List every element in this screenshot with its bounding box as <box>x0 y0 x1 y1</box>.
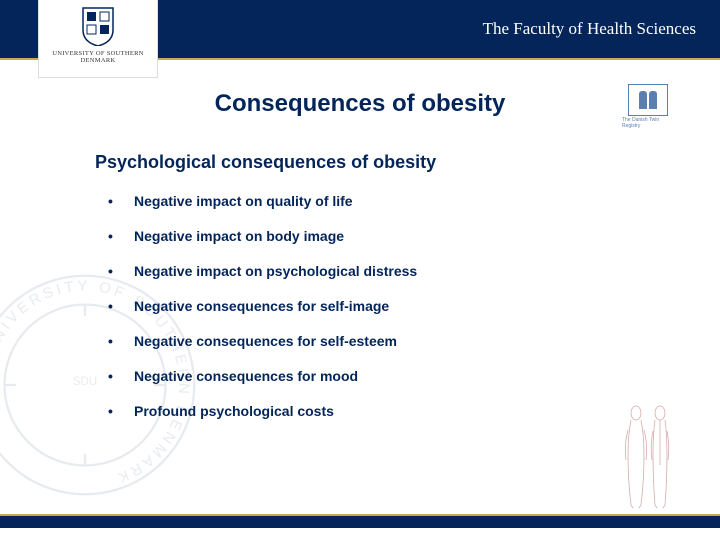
registry-label: The Danish Twin Registry <box>622 117 674 129</box>
list-item: Negative consequences for self-esteem <box>108 333 720 349</box>
svg-text:SDU: SDU <box>73 376 97 388</box>
faculty-name: The Faculty of Health Sciences <box>483 19 696 39</box>
registry-badge: The Danish Twin Registry <box>622 80 674 132</box>
slide-subtitle: Psychological consequences of obesity <box>95 152 720 173</box>
list-item: Negative impact on quality of life <box>108 193 720 209</box>
slide-title: Consequences of obesity <box>0 90 720 118</box>
list-item: Negative impact on body image <box>108 228 720 244</box>
university-name: UNIVERSITY OF SOUTHERN DENMARK <box>39 50 157 64</box>
body-outline-icon <box>618 405 678 510</box>
twin-icon <box>628 84 668 116</box>
shield-icon <box>81 6 115 46</box>
footer-bar <box>0 516 720 528</box>
list-item: Negative consequences for mood <box>108 368 720 384</box>
list-item: Negative consequences for self-image <box>108 298 720 314</box>
list-item: Negative impact on psychological distres… <box>108 263 720 279</box>
university-logo: UNIVERSITY OF SOUTHERN DENMARK <box>38 0 158 78</box>
bullet-list: Negative impact on quality of life Negat… <box>108 193 720 419</box>
